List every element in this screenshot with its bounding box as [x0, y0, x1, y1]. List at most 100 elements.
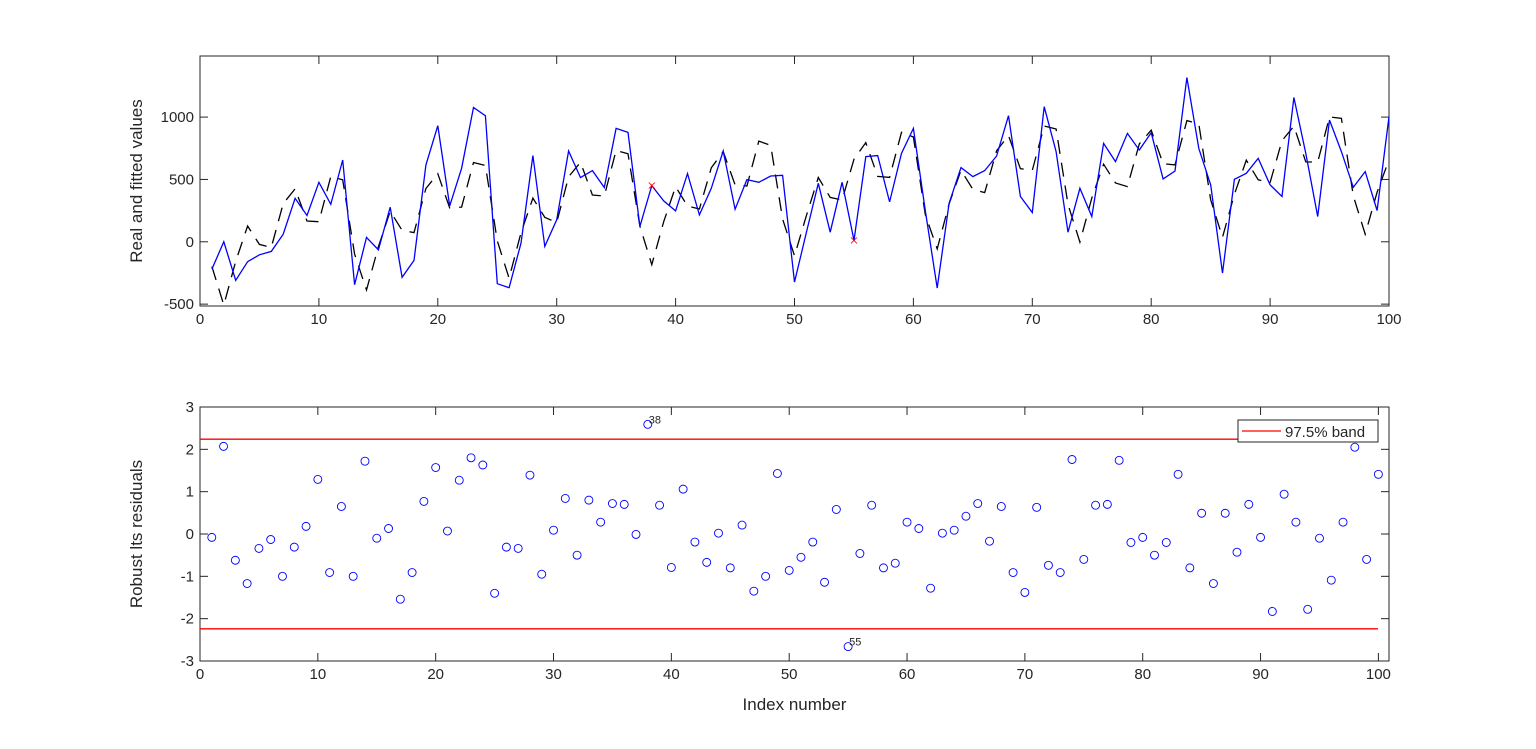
x-tick-label: 0	[196, 666, 204, 683]
residual-point	[714, 528, 723, 538]
residual-point	[1291, 517, 1301, 527]
residual-point	[207, 532, 217, 542]
residual-point	[843, 642, 853, 652]
residual-point	[278, 571, 287, 581]
y-tick-label: -3	[181, 653, 194, 670]
x-tick-label: 50	[781, 666, 798, 683]
residual-point	[772, 469, 782, 478]
residual-point	[914, 524, 924, 533]
residual-point	[596, 517, 606, 527]
x-tick-label: 40	[667, 311, 684, 328]
residual-point	[219, 441, 229, 451]
bottom-axes-residuals: 0 10 20 30 40 50 60 70 80 90 100 -3 -2 -1 0 1 2 3 Robust l…	[127, 399, 1391, 714]
residual-point	[1232, 547, 1242, 557]
residual-point	[631, 529, 641, 539]
residual-point	[560, 493, 570, 503]
x-tick-label: 70	[1024, 311, 1041, 328]
x-tick-label: 70	[1017, 666, 1034, 683]
residual-point	[1126, 538, 1136, 547]
x-tick-label: 30	[545, 666, 562, 683]
residual-point	[360, 456, 370, 466]
residual-point	[395, 594, 405, 604]
x-tick-label: 60	[905, 311, 922, 328]
residual-point	[1326, 575, 1336, 585]
y-tick-label: 0	[186, 526, 194, 543]
residual-point	[1150, 550, 1159, 560]
axes-box	[199, 406, 1390, 662]
residual-point	[1020, 587, 1030, 597]
residual-point	[1114, 455, 1124, 465]
residual-point	[1091, 500, 1101, 510]
residual-point	[1208, 579, 1218, 588]
residual-point	[1279, 489, 1289, 499]
y-tick-label: -500	[164, 296, 194, 313]
y-tick-label: 500	[169, 171, 194, 188]
residual-point	[1350, 442, 1360, 452]
residual-point	[831, 504, 841, 514]
x-tick-label: 50	[786, 311, 803, 328]
y-tick-label: 3	[186, 399, 194, 416]
residual-point	[961, 511, 971, 521]
residual-point	[1244, 499, 1254, 509]
residual-point	[384, 524, 393, 533]
residual-point	[749, 586, 759, 596]
axes-box	[199, 55, 1390, 307]
residual-point	[407, 568, 417, 577]
outlier-marker	[648, 182, 656, 189]
residual-point	[666, 562, 676, 572]
x-tick-label: 40	[663, 666, 680, 683]
residual-point	[643, 419, 653, 429]
residual-point	[973, 499, 983, 508]
residual-point	[1267, 607, 1277, 616]
residual-point	[242, 579, 252, 588]
residual-point	[490, 588, 500, 598]
outlier-marker	[850, 237, 858, 244]
residual-point	[796, 552, 806, 562]
x-tick-label: 10	[309, 666, 326, 683]
y-tick-label: 1	[186, 484, 194, 501]
residual-point	[855, 549, 865, 558]
residual-point	[325, 568, 335, 577]
x-tick-label: 80	[1143, 311, 1160, 328]
residual-point	[254, 543, 264, 553]
residual-point	[230, 555, 240, 565]
outlier-label: 38	[649, 414, 661, 426]
outlier-label: 55	[849, 637, 861, 649]
residual-point	[1185, 563, 1195, 573]
x-tick-label: 90	[1252, 666, 1269, 683]
residual-point	[702, 557, 712, 567]
y-tick-label: -1	[181, 568, 194, 585]
residual-point	[1338, 517, 1348, 527]
residual-point	[1197, 508, 1207, 518]
residual-point	[478, 460, 488, 470]
residual-point	[619, 499, 629, 509]
residual-point	[1079, 554, 1089, 564]
residual-point	[1161, 538, 1171, 547]
residual-point	[372, 533, 382, 543]
residual-point	[1032, 502, 1042, 512]
x-tick-label: 30	[548, 311, 565, 328]
residual-point	[501, 542, 511, 552]
residual-point	[867, 500, 877, 510]
legend-box	[1237, 419, 1379, 443]
residual-point	[985, 536, 994, 546]
residual-point	[1138, 532, 1148, 542]
residual-point	[820, 577, 829, 587]
y-tick-label: 0	[186, 234, 194, 251]
residual-point	[949, 525, 959, 535]
residual-point	[655, 500, 665, 510]
residual-point	[289, 542, 299, 552]
residual-point	[313, 474, 323, 484]
residual-point	[513, 543, 523, 553]
x-tick-label: 100	[1376, 311, 1401, 328]
residual-point	[725, 563, 735, 573]
residual-point	[937, 528, 947, 538]
residual-point	[784, 565, 794, 575]
residual-point	[584, 495, 594, 505]
x-tick-label: 20	[429, 311, 446, 328]
x-tick-label: 20	[427, 666, 444, 683]
residual-point	[301, 521, 311, 531]
legend-label: 97.5% band	[1285, 424, 1365, 441]
residual-point	[1102, 499, 1112, 509]
